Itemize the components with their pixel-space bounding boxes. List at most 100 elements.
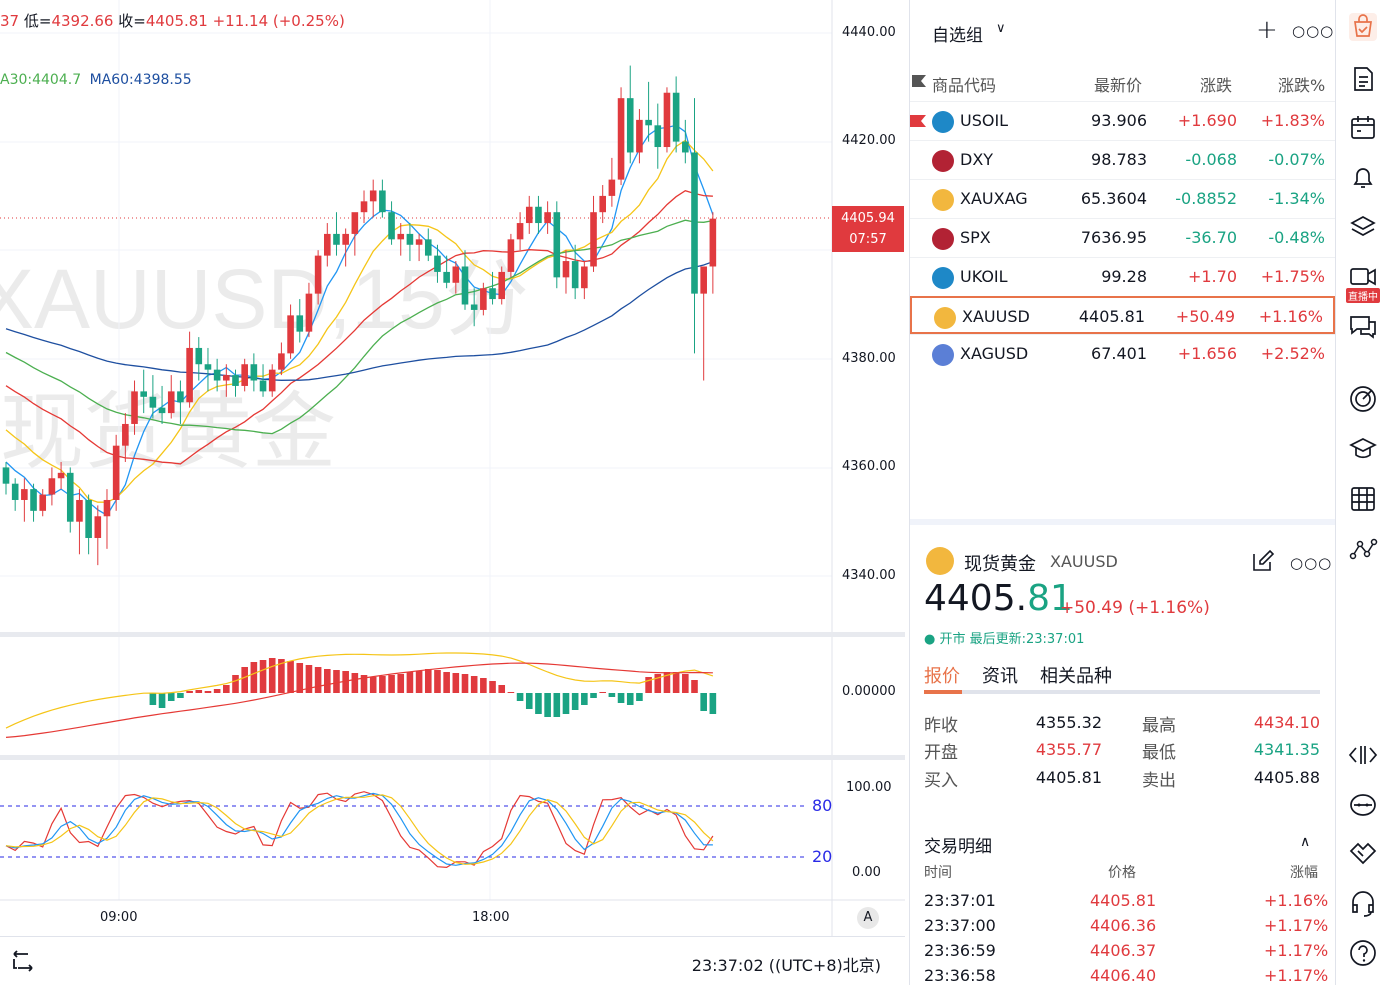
macd-bar <box>434 670 441 693</box>
watchlist-row[interactable]: XAUUSD 4405.81 +50.49 +1.16% <box>910 296 1335 334</box>
candle-body <box>296 315 304 332</box>
watchlist-row[interactable]: DXY 98.783 -0.068 -0.07% <box>910 140 1335 178</box>
last-price: 65.3604 <box>1080 189 1147 208</box>
alert-icon[interactable] <box>1348 162 1378 192</box>
macd-bar <box>360 675 368 693</box>
watchlist-row[interactable]: XAUXAG 65.3604 -0.8852 -1.34% <box>910 179 1335 217</box>
quote-high: 4434.10 <box>1253 713 1320 732</box>
candle-body <box>250 364 258 381</box>
panel-divider[interactable] <box>910 519 1335 525</box>
target-icon[interactable] <box>1348 384 1378 414</box>
macd-bar <box>544 693 551 717</box>
live-video-icon[interactable] <box>1348 262 1378 292</box>
add-symbol-button[interactable]: + <box>1256 15 1278 45</box>
candle-body <box>351 212 359 234</box>
chevron-down-icon[interactable]: ∨ <box>996 21 1006 36</box>
symbol-code: XAUUSD <box>962 307 1030 326</box>
right-toolbar: 直播中 <box>1335 0 1390 985</box>
change: +1.690 <box>1177 111 1237 130</box>
macd-bar <box>617 693 625 703</box>
change-percent: -0.07% <box>1268 150 1325 169</box>
chat-icon[interactable] <box>1348 312 1378 342</box>
candle-body <box>562 261 570 278</box>
col-code[interactable]: 商品代码 <box>932 76 997 95</box>
col-pct[interactable]: 涨跌% <box>1278 76 1326 95</box>
detail-name: 现货黄金 <box>964 554 1036 575</box>
edit-icon[interactable] <box>1250 548 1276 574</box>
candle-body <box>158 407 166 414</box>
macd-bar <box>250 662 258 693</box>
news-icon[interactable] <box>1348 64 1378 94</box>
change-percent: -1.34% <box>1268 189 1325 208</box>
robot-icon[interactable] <box>1348 790 1378 820</box>
more-icon[interactable]: ○○○ <box>1292 22 1335 40</box>
tab-quote[interactable]: 报价 <box>924 666 960 687</box>
detail-price: 4405.81 <box>924 578 1073 619</box>
tab-related[interactable]: 相关品种 <box>1040 666 1112 687</box>
replay-icon[interactable] <box>10 948 36 974</box>
candle-body <box>654 125 662 148</box>
candle-body <box>66 472 74 522</box>
calendar-icon[interactable] <box>1348 112 1378 142</box>
flag-icon[interactable] <box>910 74 928 88</box>
watchlist-icon[interactable] <box>1348 12 1378 42</box>
flag-icon[interactable] <box>910 114 928 128</box>
col-chg[interactable]: 涨跌 <box>1200 76 1233 95</box>
macd-bar <box>406 672 414 693</box>
help-icon[interactable] <box>1348 938 1378 968</box>
candle-body <box>397 233 405 240</box>
trades-title: 交易明细 <box>924 837 992 857</box>
last-price: 93.906 <box>1091 111 1147 130</box>
y-tick: 4340.00 <box>842 568 896 583</box>
chart-canvas[interactable] <box>0 0 905 936</box>
macd-bar <box>562 693 570 714</box>
table-icon[interactable] <box>1348 484 1378 514</box>
trade-change: +1.17% <box>1264 916 1329 935</box>
candle-body <box>94 516 102 538</box>
watchlist-row[interactable]: SPX 7636.95 -36.70 -0.48% <box>910 218 1335 256</box>
academy-icon[interactable] <box>1348 434 1378 464</box>
gold-icon <box>926 547 954 575</box>
macd-bar <box>645 677 652 693</box>
watchlist-title[interactable]: 自选组 <box>932 26 983 46</box>
macd-bar <box>535 693 542 714</box>
candle-body <box>406 233 414 245</box>
chart-area[interactable]: XAUUSD,15分 现货黄金 37 低=4392.66 收=4405.81 +… <box>0 0 905 985</box>
watchlist-row[interactable]: XAGUSD 67.401 +1.656 +2.52% <box>910 334 1335 372</box>
trade-price: 4406.37 <box>1090 941 1157 960</box>
macd-bar <box>424 669 432 693</box>
macd-bar <box>415 671 423 693</box>
macd-bar <box>167 693 175 701</box>
candle-body <box>241 364 248 386</box>
tab-news[interactable]: 资讯 <box>982 666 1018 687</box>
network-icon[interactable] <box>1348 534 1378 564</box>
macd-bar <box>397 674 405 693</box>
candle-body <box>590 212 597 267</box>
auto-scale-button[interactable]: A <box>857 907 879 929</box>
price-frac: 81 <box>1027 578 1073 619</box>
chevron-up-icon[interactable]: ∧ <box>1300 834 1311 850</box>
change: -0.8852 <box>1175 189 1237 208</box>
quote-label: 开盘 <box>924 743 958 763</box>
bar-countdown: 07:57 <box>849 232 887 247</box>
candle-body <box>608 179 616 196</box>
macd-bar <box>700 693 707 711</box>
macd-bar <box>278 659 285 693</box>
layers-icon[interactable] <box>1348 212 1378 242</box>
candle-body <box>682 141 689 153</box>
handshake-icon[interactable] <box>1348 838 1378 868</box>
candle-body <box>149 396 157 408</box>
candle-body <box>443 271 450 283</box>
candle-body <box>287 315 294 354</box>
col-last[interactable]: 最新价 <box>1094 76 1143 95</box>
watchlist-row[interactable]: UKOIL 99.28 +1.70 +1.75% <box>910 257 1335 295</box>
watchlist-header: 自选组 ∨ + ○○○ <box>910 0 1335 62</box>
headset-icon[interactable] <box>1348 888 1378 918</box>
watchlist-row[interactable]: USOIL 93.906 +1.690 +1.83% <box>910 101 1335 139</box>
more-icon[interactable]: ○○○ <box>1290 554 1333 572</box>
code-icon[interactable] <box>1348 740 1378 770</box>
candle-body <box>369 190 377 202</box>
clock[interactable]: 23:37:02 ((UTC+8)北京) <box>691 956 881 975</box>
candle-body <box>232 375 239 386</box>
candle-body <box>672 92 680 142</box>
